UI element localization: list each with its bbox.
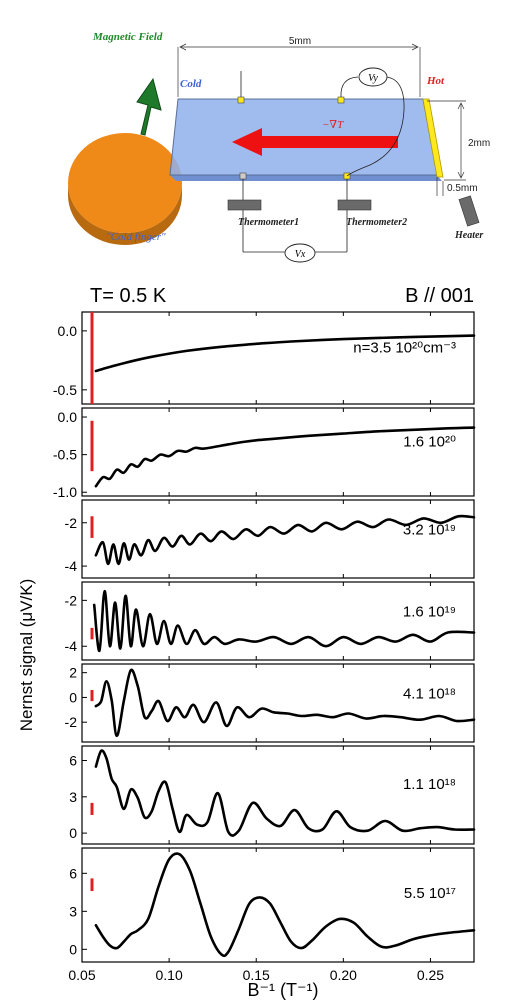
y-tick-label: -2 [65, 592, 78, 608]
series-line [94, 668, 476, 738]
y-tick-label: 2 [69, 665, 77, 681]
thermometer2-block [337, 199, 372, 211]
panel-6: 6 3 0 1.1 10¹⁸ [69, 745, 476, 845]
y-tick-label: 3 [69, 789, 77, 805]
panel-frame [81, 407, 475, 497]
heater-label: Heater [454, 230, 483, 241]
x-tick-label: 0.20 [330, 967, 357, 983]
y-tick-label: 6 [69, 865, 77, 881]
chart-panels: 0.0 -0.5 n=3.5 10²⁰cm⁻³ 0.0 -0.5 -1.0 1.6 10²⁰… [53, 311, 476, 983]
cold-finger [68, 133, 182, 245]
contact-top-left [237, 96, 245, 104]
y-tick-label: 0.0 [58, 323, 78, 339]
width-label: 2mm [468, 138, 490, 149]
y-tick-label: 0 [69, 689, 77, 705]
y-axis-title: Nernst signal (μV/K) [17, 579, 36, 731]
panel-7: 6 3 0 5.5 10¹⁷ [69, 847, 476, 963]
hot-label: Hot [426, 75, 445, 87]
cold-finger-side [68, 183, 182, 245]
x-tick-label: 0.25 [417, 967, 444, 983]
x-tick-label: 0.10 [155, 967, 182, 983]
cold-label: Cold [180, 78, 202, 90]
panel-label: 1.6 10²⁰ [403, 434, 456, 451]
thickness-label: 0.5mm [447, 183, 478, 194]
panel-frame [81, 311, 475, 405]
y-tick-label: -0.5 [53, 447, 77, 463]
panel-frame [81, 581, 475, 661]
experimental-schematic: Vy Vx Thermometer1 Thermometer2 Heater 5… [68, 31, 490, 263]
vy-meter [358, 67, 388, 87]
vy-label: Vy [368, 73, 378, 84]
y-tick-label: -0.5 [53, 382, 77, 398]
panel-3: -2 -4 3.2 10¹⁹ [65, 499, 476, 579]
panel-frame [81, 847, 475, 963]
series-line [94, 514, 476, 566]
vx-label: Vx [295, 249, 306, 260]
panel-frame [81, 499, 475, 579]
y-tick-label: 0.0 [58, 409, 78, 425]
panel-2: 0.0 -0.5 -1.0 1.6 10²⁰ [53, 407, 476, 500]
panel-frame [81, 663, 475, 743]
thermal-gradient-arrow [232, 128, 398, 156]
panel-4: -2 -4 1.6 10¹⁹ [65, 581, 476, 661]
series-line [94, 749, 476, 837]
magnetic-field-label: Magnetic Field [92, 31, 163, 43]
panel-frame [81, 745, 475, 845]
vx-meter [284, 243, 316, 263]
contact-top-right [337, 96, 345, 104]
y-tick-label: -4 [65, 558, 78, 574]
panel-1: 0.0 -0.5 n=3.5 10²⁰cm⁻³ [53, 311, 476, 405]
thermometer1-label: Thermometer1 [238, 217, 299, 228]
y-tick-label: -4 [65, 638, 78, 654]
heater-strip [422, 98, 444, 178]
thermometer1-block [227, 199, 262, 211]
series-line [94, 852, 476, 958]
magnetic-field-arrow [136, 77, 162, 136]
cold-finger-label: "Cold finger" [106, 231, 166, 243]
x-tick-label: 0.05 [68, 967, 95, 983]
panel-label: 1.6 10¹⁹ [403, 603, 456, 620]
wiring [240, 71, 405, 253]
panel-label: 1.1 10¹⁸ [403, 776, 456, 793]
series-line [94, 426, 476, 488]
temperature-label: T= 0.5 K [90, 285, 167, 307]
panel-label: 5.5 10¹⁷ [404, 885, 456, 902]
x-tick-label: 0.15 [243, 967, 270, 983]
panel-label: 3.2 10¹⁹ [403, 521, 456, 538]
cold-finger-top [68, 133, 182, 233]
length-label: 5mm [289, 36, 311, 47]
y-tick-label: 0 [69, 825, 77, 841]
y-tick-label: 0 [69, 941, 77, 957]
y-tick-label: 3 [69, 903, 77, 919]
dimension-lines [177, 43, 466, 196]
y-tick-label: -2 [65, 714, 78, 730]
gradient-label: −∇T [322, 119, 344, 131]
panel-5: 2 0 -2 4.1 10¹⁸ [65, 663, 476, 743]
panel-label: n=3.5 10²⁰cm⁻³ [353, 339, 456, 356]
panel-label: 4.1 10¹⁸ [403, 685, 456, 702]
contact-bottom-left [239, 172, 247, 180]
y-tick-label: -1.0 [53, 484, 77, 500]
series-line [94, 334, 476, 373]
thermometer2-label: Thermometer2 [346, 217, 407, 228]
sample-side [170, 175, 442, 181]
y-tick-label: 6 [69, 753, 77, 769]
series-line [92, 589, 476, 653]
heater-block [458, 195, 480, 227]
y-tick-label: -2 [65, 515, 78, 531]
x-axis-title: B⁻¹ (T⁻¹) [248, 980, 319, 1000]
orientation-label: B // 001 [405, 285, 474, 307]
